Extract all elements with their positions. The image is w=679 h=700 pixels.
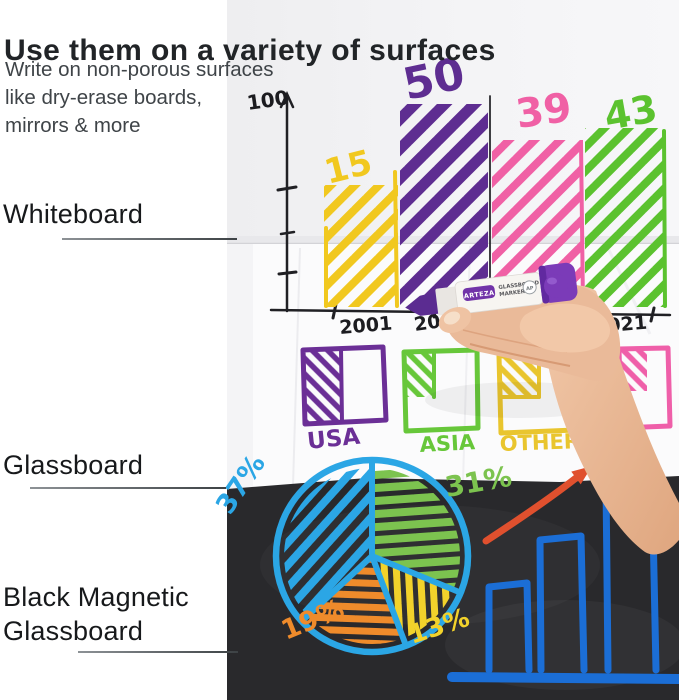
pie-slice-31	[372, 468, 461, 589]
black-magnetic-line-1: Black Magnetic	[3, 582, 189, 612]
marker-brand-badge	[462, 285, 496, 302]
y-axis-max-label: 100	[245, 85, 290, 115]
bar-value-39: 39	[513, 85, 575, 138]
trend-bar-1	[485, 579, 533, 674]
surface-label-black-magnetic: Black Magnetic Glassboard	[3, 580, 189, 648]
pie-slice-13	[372, 556, 454, 639]
surface-label-whiteboard: Whiteboard	[3, 199, 144, 229]
marker-tip	[405, 291, 441, 316]
subtitle-line-3: mirrors & more	[5, 114, 141, 137]
bar-value-50: 50	[399, 48, 469, 111]
subtitle-line-1: Write on non-porous surfaces	[5, 58, 274, 81]
bar-15	[324, 185, 398, 307]
marker-product-line1: GLASSBOARD	[498, 280, 540, 291]
black-magnetic-line-2: Glassboard	[3, 616, 144, 646]
divider-glassboard	[30, 487, 226, 489]
region-flags: USA ASIA OTHER EUR	[300, 344, 673, 457]
growth-arrow	[482, 474, 580, 545]
hand-and-marker: ARTEZA GLASSBOARD MARKER AP	[405, 262, 679, 555]
fingernail	[443, 311, 461, 325]
x-tick-2001: 2001	[339, 312, 394, 339]
flag-asia-label: ASIA	[419, 430, 476, 457]
bar-value-43: 43	[601, 86, 661, 139]
y-axis-arrowhead	[279, 91, 295, 109]
marker-brand: ARTEZA	[463, 289, 495, 301]
page-title: Use them on a variety of surfaces	[4, 34, 496, 68]
marker-seal: AP	[526, 285, 535, 292]
whiteboard-bar-chart: 15 50 39 43 100 2001 20 021	[245, 48, 672, 339]
thumb	[519, 303, 611, 353]
flag-other: OTHER	[496, 350, 580, 456]
bar-43	[585, 128, 665, 307]
divider-black-magnetic	[78, 651, 238, 653]
trend-bar-2	[536, 532, 588, 674]
marker-cap-end	[544, 274, 568, 298]
marker-product-line2: MARKER	[499, 289, 526, 298]
bar-50	[400, 104, 488, 307]
surface-label-glassboard: Glassboard	[3, 450, 144, 480]
subtitle-line-2: like dry-erase boards,	[5, 86, 203, 109]
flag-asia: ASIA	[401, 347, 481, 457]
pie-slice-37	[284, 468, 372, 616]
divider-whiteboard	[62, 238, 237, 240]
ap-seal-icon	[522, 280, 537, 295]
flag-other-label: OTHER	[499, 429, 580, 456]
flag-usa-label: USA	[306, 424, 362, 455]
glassboard-marker: ARTEZA GLASSBOARD MARKER AP	[405, 262, 578, 316]
page-subtitle: Write on non-porous surfaces like dry-er…	[5, 56, 325, 140]
flag-usa: USA	[300, 344, 389, 455]
